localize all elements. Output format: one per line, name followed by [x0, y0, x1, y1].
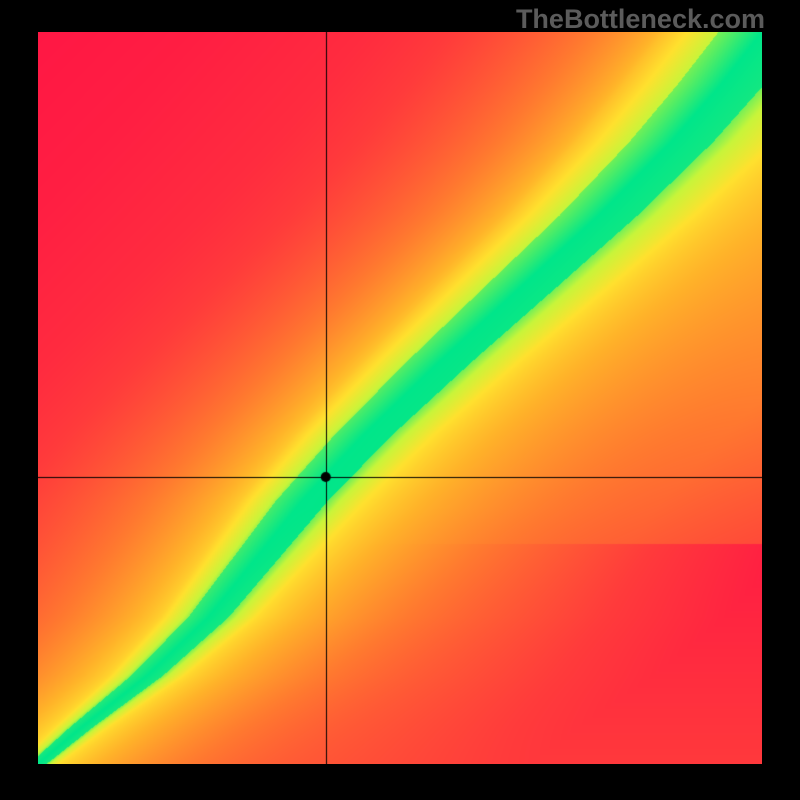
- watermark-text: TheBottleneck.com: [516, 4, 765, 35]
- bottleneck-heatmap: [38, 32, 762, 764]
- chart-container: TheBottleneck.com: [0, 0, 800, 800]
